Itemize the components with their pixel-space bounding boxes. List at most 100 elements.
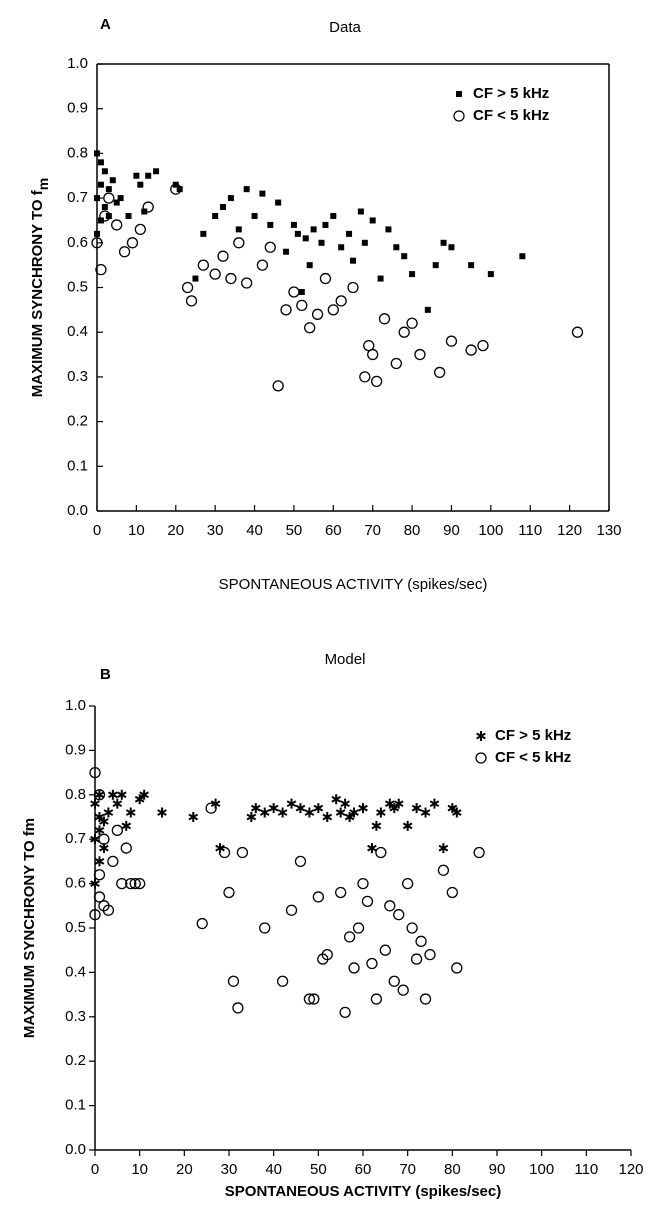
point xyxy=(409,271,416,278)
point xyxy=(108,789,118,800)
point xyxy=(225,272,237,285)
point xyxy=(97,217,104,224)
point xyxy=(99,816,109,827)
legend-marker xyxy=(475,752,487,764)
point xyxy=(370,375,383,388)
point xyxy=(134,223,146,236)
point xyxy=(414,348,426,361)
point xyxy=(118,246,131,258)
point xyxy=(352,922,365,934)
point xyxy=(113,199,120,206)
point xyxy=(304,322,316,334)
point xyxy=(361,895,374,908)
x-tick-label: 110 xyxy=(574,1161,598,1178)
point xyxy=(376,807,386,818)
point xyxy=(129,877,141,890)
x-tick-label: 120 xyxy=(618,1161,643,1178)
point xyxy=(196,917,208,930)
point xyxy=(94,195,100,202)
point xyxy=(440,239,447,246)
legend-label: CF < 5 kHz xyxy=(473,107,549,124)
point xyxy=(170,183,182,195)
point xyxy=(107,855,119,868)
legend-marker xyxy=(453,110,465,122)
point xyxy=(357,877,369,890)
point xyxy=(306,262,313,269)
point xyxy=(350,257,356,264)
y-tick-label: 0.9 xyxy=(65,741,86,758)
x-tick-label: 0 xyxy=(93,522,101,539)
y-tick-label: 0.7 xyxy=(65,830,86,847)
point xyxy=(393,798,404,809)
point xyxy=(227,975,240,987)
x-tick-label: 10 xyxy=(131,1161,148,1178)
point xyxy=(357,208,364,215)
point xyxy=(139,789,149,800)
point xyxy=(424,306,431,313)
point xyxy=(220,204,227,211)
point xyxy=(313,803,324,814)
point xyxy=(94,812,105,822)
x-tick-label: 70 xyxy=(399,1161,416,1178)
x-tick-label: 90 xyxy=(443,522,460,539)
point xyxy=(322,221,329,228)
point xyxy=(286,798,297,809)
point xyxy=(445,335,458,347)
point xyxy=(371,820,382,831)
point xyxy=(233,237,245,249)
point xyxy=(264,241,276,253)
point xyxy=(94,230,100,237)
y-axis-label-subscript: m xyxy=(35,178,51,190)
point xyxy=(370,993,383,1005)
point xyxy=(349,807,359,818)
point xyxy=(280,304,292,316)
x-tick-label: 70 xyxy=(364,522,381,539)
point xyxy=(141,208,148,215)
point xyxy=(259,807,270,818)
point xyxy=(295,803,306,814)
point xyxy=(251,212,258,219)
y-tick-label: 0.2 xyxy=(65,1052,86,1069)
point xyxy=(451,962,463,974)
point xyxy=(339,1006,351,1019)
y-tick-label: 0.1 xyxy=(67,457,88,474)
point xyxy=(217,250,229,262)
y-tick-label: 0.8 xyxy=(65,786,86,803)
x-tick-label: 20 xyxy=(176,1161,193,1178)
point xyxy=(367,843,377,854)
point xyxy=(94,825,105,836)
point xyxy=(448,244,455,251)
point xyxy=(340,798,350,809)
y-axis-label: MAXIMUM SYNCHRONY TO fm xyxy=(29,178,51,397)
point xyxy=(393,909,405,921)
x-tick-label: 110 xyxy=(518,522,542,539)
x-tick-label: 50 xyxy=(286,522,303,539)
y-axis-label-text: MAXIMUM SYNCHRONY TO f xyxy=(29,189,46,397)
point xyxy=(401,253,408,260)
point xyxy=(446,886,458,899)
point xyxy=(259,190,266,197)
x-tick-label: 30 xyxy=(207,522,224,539)
point xyxy=(438,843,449,854)
point xyxy=(103,807,114,818)
point xyxy=(377,275,384,282)
point xyxy=(296,299,308,312)
point xyxy=(98,833,110,845)
point xyxy=(105,186,112,193)
x-tick-label: 50 xyxy=(310,1161,327,1178)
point xyxy=(347,281,359,294)
point xyxy=(487,271,494,278)
point xyxy=(335,807,346,818)
point xyxy=(375,846,387,859)
x-tick-label: 40 xyxy=(265,1161,282,1178)
point xyxy=(232,1002,244,1014)
point xyxy=(311,308,324,320)
point xyxy=(243,186,250,193)
point xyxy=(277,807,288,818)
point xyxy=(102,904,115,916)
point xyxy=(424,948,436,961)
point xyxy=(420,807,431,818)
point xyxy=(465,344,477,356)
